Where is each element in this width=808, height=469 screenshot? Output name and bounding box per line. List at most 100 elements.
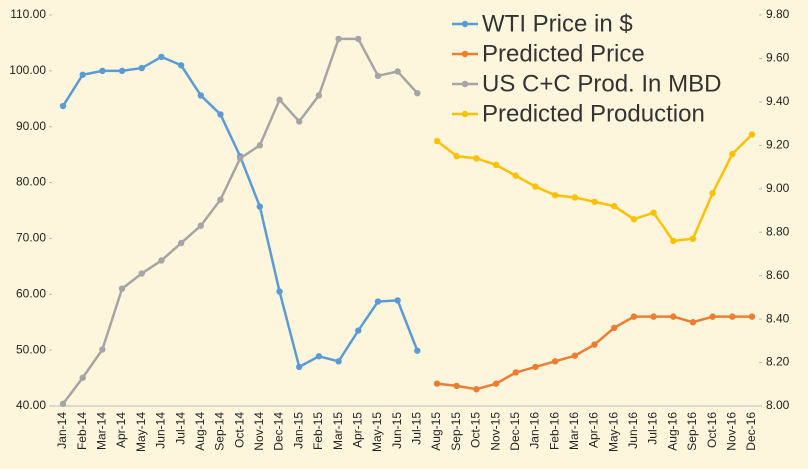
point (79, 71, 86, 78)
point (611, 324, 618, 331)
point (748, 313, 756, 320)
x-tick-label: Jan-16 (528, 412, 542, 449)
y-tick-label: 40.00 (16, 398, 46, 412)
legend-marker (461, 110, 469, 118)
point (335, 35, 342, 43)
point (492, 161, 500, 169)
point (729, 150, 736, 158)
point (630, 215, 638, 223)
x-tick-label: Jul-14 (173, 412, 187, 445)
y-tick-label: 100.00 (9, 63, 46, 77)
point (551, 358, 559, 365)
x-tick-label: Aug-14 (193, 412, 207, 451)
x-tick-label: Dec-15 (508, 412, 522, 451)
x-tick-label: Nov-16 (724, 412, 738, 451)
point (59, 400, 67, 408)
x-tick-label: Mar-15 (331, 412, 345, 450)
point (374, 298, 382, 305)
x-tick-label: Jun-15 (390, 412, 404, 449)
point (236, 155, 244, 162)
legend-marker (461, 20, 469, 28)
point (315, 353, 323, 360)
point (630, 313, 638, 320)
point (709, 189, 716, 197)
point (532, 183, 539, 190)
x-tick-label: Oct-14 (232, 412, 246, 448)
point (571, 352, 579, 359)
point (414, 347, 421, 354)
point (611, 202, 618, 210)
y-tick-label: 70.00 (16, 231, 46, 245)
x-tick-label: Feb-16 (547, 412, 561, 450)
point (197, 92, 204, 99)
point (689, 235, 697, 242)
point (355, 35, 362, 43)
point (571, 194, 579, 201)
point (138, 270, 145, 277)
point (158, 53, 165, 61)
point (473, 155, 480, 162)
legend-label: Predicted Price (482, 40, 645, 67)
point (650, 209, 657, 216)
point (453, 382, 460, 390)
x-tick-label: Nov-15 (488, 412, 502, 451)
y2-tick-label: 8.60 (766, 268, 790, 282)
x-tick-label: May-15 (370, 412, 384, 452)
x-tick-label: Aug-15 (429, 412, 443, 451)
point (296, 118, 303, 125)
x-tick-label: Jul-15 (410, 412, 424, 445)
y2-tick-label: 9.20 (766, 138, 790, 152)
point (296, 363, 303, 371)
point (394, 68, 401, 75)
legend-marker (461, 50, 469, 58)
point (158, 257, 165, 264)
y-tick-label: 110.00 (10, 7, 46, 21)
x-tick-label: Sep-16 (685, 412, 699, 451)
y2-tick-label: 9.00 (766, 181, 790, 195)
point (551, 192, 559, 199)
x-tick-label: Jul-16 (646, 412, 660, 445)
point (433, 137, 441, 145)
point (276, 96, 283, 103)
x-tick-label: Apr-15 (350, 412, 364, 448)
point (650, 313, 657, 320)
x-tick-label: Jan-15 (291, 412, 305, 449)
x-tick-label: Mar-16 (567, 412, 581, 450)
point (335, 358, 342, 365)
legend-label: WTI Price in $ (482, 10, 633, 37)
point (59, 102, 67, 110)
x-tick-label: Apr-16 (587, 412, 601, 448)
x-tick-label: Mar-14 (95, 412, 109, 450)
point (118, 285, 126, 292)
x-tick-label: Dec-16 (744, 412, 758, 451)
y-tick-label: 80.00 (16, 175, 46, 189)
x-tick-label: Jan-14 (55, 412, 69, 449)
x-tick-label: Dec-14 (272, 412, 286, 451)
point (217, 111, 224, 118)
point (532, 363, 539, 371)
point (394, 297, 401, 304)
point (118, 67, 126, 75)
point (473, 386, 480, 393)
x-tick-label: May-14 (134, 412, 148, 452)
y-tick-label: 90.00 (16, 119, 46, 133)
point (99, 346, 106, 353)
x-tick-label: Feb-14 (75, 412, 89, 450)
point (689, 319, 697, 326)
x-tick-label: Feb-15 (311, 412, 325, 450)
point (591, 341, 598, 348)
point (177, 239, 185, 247)
x-tick-label: Oct-16 (705, 412, 719, 448)
y2-tick-label: 9.40 (766, 94, 790, 108)
x-tick-label: Sep-14 (213, 412, 227, 451)
point (256, 142, 264, 149)
y-tick-label: 60.00 (16, 286, 46, 300)
point (177, 62, 185, 69)
point (748, 131, 756, 138)
point (256, 203, 264, 210)
x-tick-label: Aug-16 (665, 412, 679, 451)
point (276, 288, 283, 295)
legend-label: US C+C Prod. In MBD (482, 70, 721, 97)
point (433, 380, 441, 387)
point (709, 313, 716, 320)
